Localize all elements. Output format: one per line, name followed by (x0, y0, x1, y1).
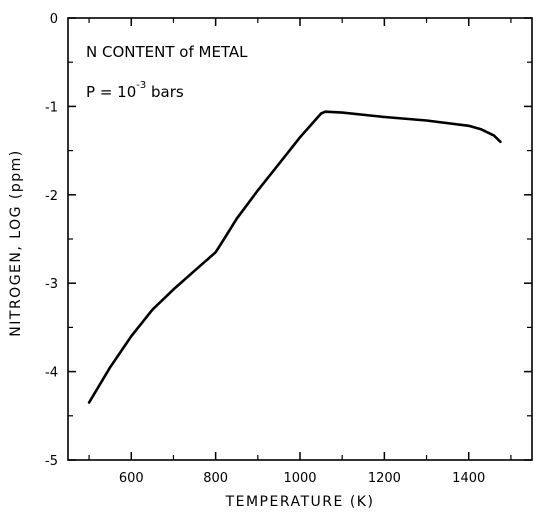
annotation-pressure-suffix: bars (146, 83, 184, 101)
text-labels: N CONTENT of METAL P = 10-3 bars TEMPERA… (8, 43, 375, 510)
x-tick-label: 1400 (452, 471, 485, 486)
series (87, 110, 502, 404)
y-tick-label: -2 (45, 189, 58, 204)
series-line-0 (87, 110, 502, 404)
x-tick-label: 800 (203, 471, 228, 486)
y-tick-label: -4 (45, 366, 58, 381)
x-axis-title: TEMPERATURE (K) (225, 494, 375, 510)
annotation-pressure-exponent: -3 (136, 80, 146, 91)
y-tick-label: -3 (45, 277, 58, 292)
y-axis-title: NITROGEN, LOG (ppm) (8, 149, 24, 336)
annotation-pressure: P = 10-3 bars (86, 80, 184, 101)
ticks: 0 -1 -2 -3 -4 -5 600 800 1000 1200 1400 (45, 12, 532, 486)
y-tick-label: -5 (45, 454, 58, 469)
annotation-metal-content: N CONTENT of METAL (86, 43, 248, 61)
x-tick-label: 1200 (368, 471, 401, 486)
y-tick-label: -1 (45, 100, 58, 115)
annotation-pressure-prefix: P = 10 (86, 83, 136, 101)
y-tick-label: 0 (50, 12, 58, 27)
x-tick-label: 600 (119, 471, 144, 486)
x-tick-label: 1000 (283, 471, 316, 486)
